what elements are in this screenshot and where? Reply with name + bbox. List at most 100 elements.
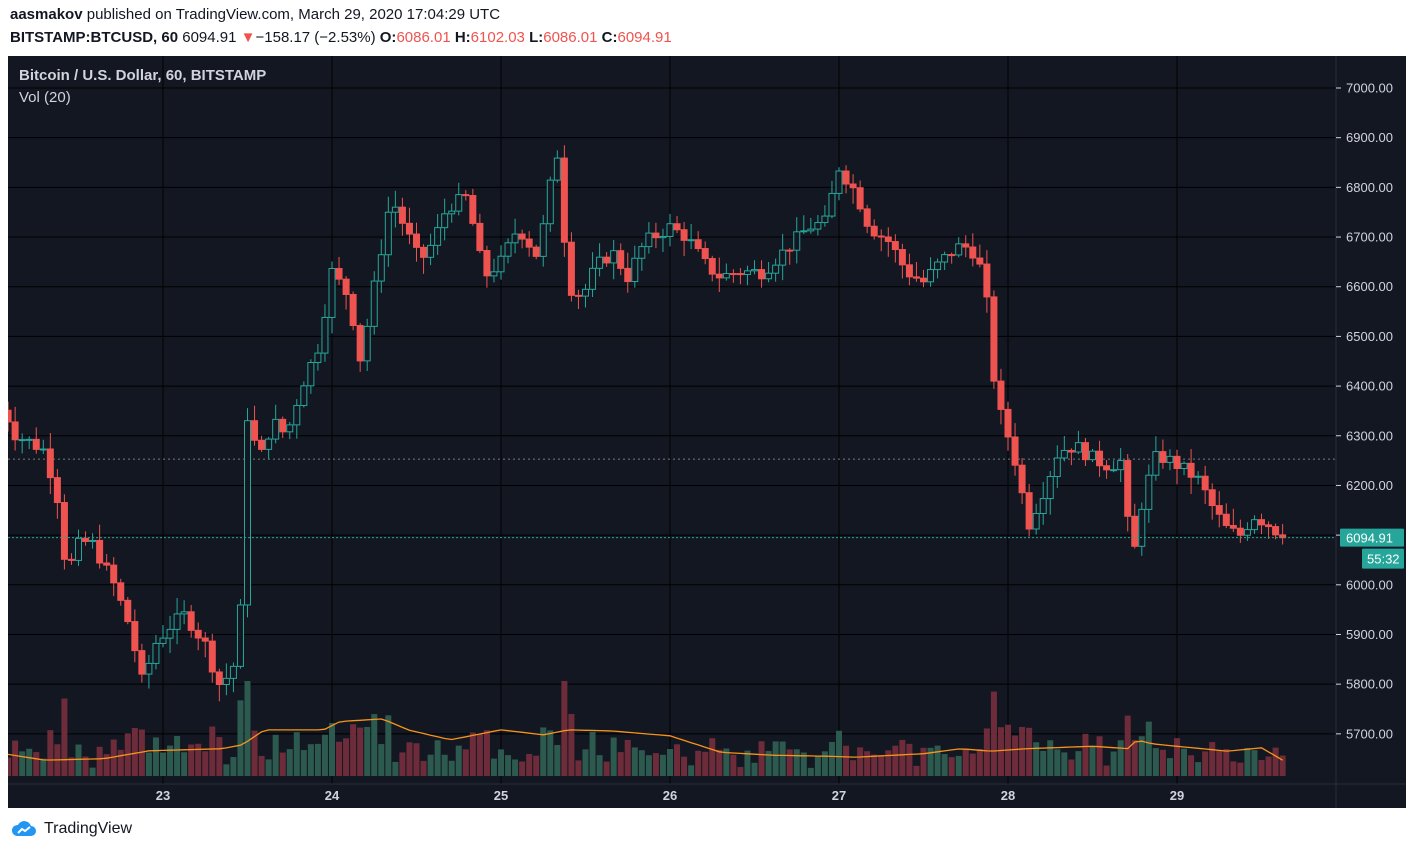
price-tick-label: 6500.00 [1346, 329, 1393, 344]
candle-body [314, 352, 322, 363]
candle-body [828, 192, 836, 217]
volume-bar [821, 751, 828, 776]
candle-body [1138, 508, 1146, 547]
volume-bar [828, 742, 835, 776]
volume-bar [1103, 765, 1110, 776]
volume-bar [138, 729, 145, 776]
high-value: 6102.03 [470, 29, 525, 46]
volume-ma-line [8, 718, 1283, 761]
candle-body [891, 241, 899, 251]
volume-bar [26, 748, 33, 776]
volume-bar [117, 749, 124, 776]
volume-bar [983, 728, 990, 776]
volume-bar [12, 740, 19, 776]
volume-bar [899, 739, 906, 776]
volume-bar [1096, 736, 1103, 776]
symbol-label: BITSTAMP:BTCUSD, 60 [10, 29, 179, 46]
candle-body [582, 288, 589, 297]
time-tick-label: 26 [663, 788, 677, 803]
symbol-info-line: BITSTAMP:BTCUSD, 60 6094.91 ▼−158.17 (−2… [10, 29, 672, 46]
candle-body [1074, 442, 1082, 453]
candle-body [53, 477, 61, 504]
candle-body [356, 325, 364, 362]
volume-bar [1152, 748, 1159, 776]
down-arrow-icon: ▼ [240, 29, 256, 46]
candle-body [751, 269, 758, 272]
candle-body [856, 187, 864, 210]
candle-body [863, 208, 871, 227]
candle-body [905, 264, 913, 278]
candle-body [159, 637, 167, 644]
candle-body [708, 258, 716, 275]
chart-panel[interactable]: 7000.00 6900.00 6800.00 6700.00 6600.00 6500.… [8, 56, 1406, 808]
candle-body [67, 558, 75, 561]
candle-body [413, 233, 420, 248]
close-label: C: [601, 29, 618, 46]
volume-bar [1145, 721, 1152, 776]
price-tick-label: 6800.00 [1346, 180, 1393, 195]
candle-body [821, 215, 829, 224]
volume-bar [920, 747, 927, 776]
volume-bar [850, 760, 857, 776]
volume-bar [836, 730, 842, 776]
volume-bar [279, 752, 286, 776]
volume-bar [209, 726, 216, 776]
candle-body [800, 230, 808, 233]
price-chart[interactable]: 7000.00 6900.00 6800.00 6700.00 6600.00 6500.… [8, 56, 1406, 808]
volume-bar [244, 681, 251, 776]
candle-body [82, 537, 90, 542]
volume-bar [906, 743, 913, 776]
volume-bar [1131, 740, 1138, 776]
candle-body [1011, 436, 1019, 466]
volume-bar [434, 740, 441, 776]
tradingview-brand[interactable]: TradingView [10, 820, 132, 838]
candle-body [32, 438, 40, 450]
candle-body [1272, 526, 1280, 536]
price-tick-label: 6900.00 [1346, 130, 1393, 145]
volume-bar [864, 751, 871, 776]
volume-bar [793, 749, 800, 776]
price-tick-label: 6600.00 [1346, 279, 1393, 294]
volume-bar [237, 700, 244, 776]
volume-bar [723, 748, 730, 776]
candle-body [1025, 492, 1033, 530]
price-tick-label: 5900.00 [1346, 627, 1393, 642]
candle-body [920, 277, 927, 283]
candle-body [927, 269, 935, 283]
candle-body [110, 564, 118, 584]
volume-bar [265, 759, 272, 776]
author-name[interactable]: aasmakov [10, 6, 83, 23]
candle-body [89, 539, 97, 542]
volume-bar [357, 727, 364, 776]
candle-body [589, 267, 597, 290]
volume-bar [1138, 736, 1145, 776]
volume-bar [392, 761, 399, 776]
volume-bar [758, 741, 765, 776]
volume-bar [131, 727, 138, 776]
last-price-tag-label: 6094.91 [1346, 531, 1393, 546]
volume-bar [645, 755, 652, 776]
volume-bar [152, 737, 159, 776]
candle-body [166, 628, 174, 639]
candle-body [462, 194, 470, 197]
volume-bar [103, 754, 110, 776]
volume-bar [1159, 749, 1166, 776]
candle-body [567, 241, 575, 296]
volume-bar [1012, 735, 1019, 776]
volume-bar [779, 741, 786, 776]
volume-bar [336, 741, 343, 776]
candle-body [342, 278, 350, 295]
candle-body [201, 637, 209, 642]
candle-body [912, 276, 920, 279]
candle-body [715, 273, 723, 279]
candle-body [321, 316, 329, 354]
candle-body [504, 242, 512, 257]
volume-bar [596, 755, 603, 776]
volume-bar [913, 765, 920, 776]
candle-body [215, 671, 223, 686]
close-value: 6094.91 [617, 29, 672, 46]
volume-bar [455, 745, 462, 776]
brand-name: TradingView [44, 820, 133, 837]
volume-bar [624, 739, 631, 776]
volume-bar [1054, 749, 1061, 776]
